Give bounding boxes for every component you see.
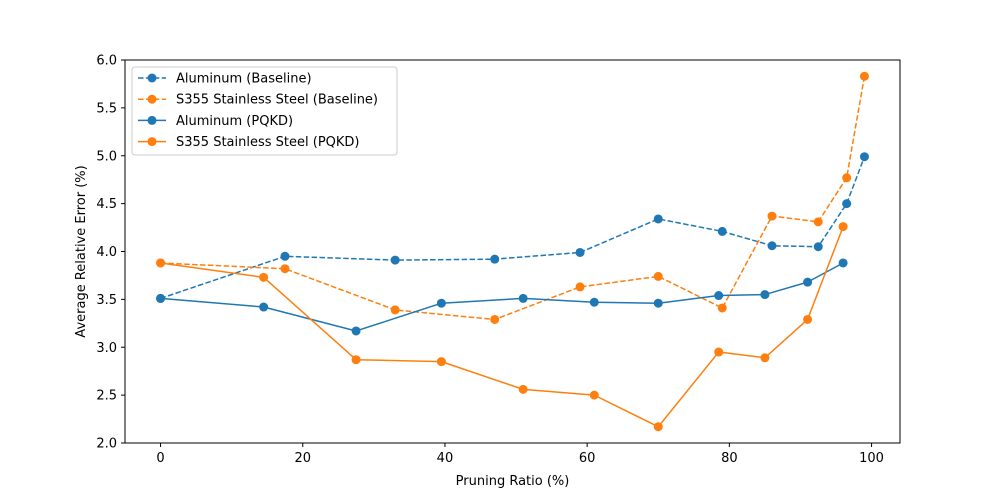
data-point [767, 211, 777, 221]
data-point [717, 226, 727, 236]
y-tick-label: 3.5 [96, 293, 117, 308]
x-tick-label: 0 [156, 451, 164, 466]
x-tick-label: 60 [579, 451, 596, 466]
x-tick-label: 40 [437, 451, 454, 466]
data-point [259, 272, 269, 282]
data-point [589, 297, 599, 307]
legend-marker [147, 115, 157, 125]
y-axis-label: Average Relative Error (%) [74, 165, 89, 337]
data-point [156, 293, 166, 303]
legend-marker [147, 73, 157, 83]
series-3 [156, 258, 848, 336]
data-point [813, 242, 823, 252]
data-point [351, 355, 361, 365]
legend-label: S355 Stainless Steel (PQKD) [176, 135, 360, 150]
data-point [714, 347, 724, 357]
series-4 [156, 222, 848, 432]
data-point [760, 290, 770, 300]
data-point [653, 298, 663, 308]
data-point [838, 258, 848, 268]
legend-marker [147, 137, 157, 147]
data-point [653, 422, 663, 432]
legend-label: Aluminum (PQKD) [176, 114, 293, 129]
data-point [575, 247, 585, 257]
x-tick-label: 20 [294, 451, 311, 466]
y-tick-label: 5.0 [96, 149, 117, 164]
data-point [575, 282, 585, 292]
data-point [760, 353, 770, 363]
data-point [859, 152, 869, 162]
y-tick-label: 4.5 [96, 197, 117, 212]
y-tick-label: 4.0 [96, 245, 117, 260]
x-tick-label: 80 [721, 451, 738, 466]
series-line [160, 156, 866, 300]
data-point [859, 71, 869, 81]
data-point [280, 251, 290, 261]
series-line [160, 76, 866, 321]
data-point [436, 298, 446, 308]
legend-box [131, 66, 398, 156]
legend-marker [147, 94, 157, 104]
y-tick-label: 6.0 [96, 54, 117, 69]
data-point [813, 217, 823, 227]
data-point [842, 173, 852, 183]
legend-label: S355 Stainless Steel (Baseline) [176, 93, 378, 108]
data-point [156, 258, 166, 268]
data-point [518, 384, 528, 394]
data-point [490, 254, 500, 264]
data-point [259, 302, 269, 312]
data-point [714, 291, 724, 301]
data-point [767, 241, 777, 251]
data-point [803, 314, 813, 324]
data-point [390, 255, 400, 265]
legend-item: S355 Stainless Steel (Baseline) [138, 93, 378, 108]
data-point [589, 390, 599, 400]
data-point [717, 303, 727, 313]
y-tick-label: 3.0 [96, 341, 117, 356]
data-point [518, 293, 528, 303]
data-point [436, 357, 446, 367]
data-point [280, 264, 290, 274]
y-tick-label: 2.5 [96, 389, 117, 404]
data-point [351, 326, 361, 336]
legend-item: Aluminum (Baseline) [138, 72, 312, 87]
data-point [390, 305, 400, 315]
series-1 [156, 152, 869, 303]
x-axis-label: Pruning Ratio (%) [456, 474, 570, 489]
legend-label: Aluminum (Baseline) [176, 72, 312, 87]
data-point [653, 214, 663, 224]
legend-item: S355 Stainless Steel (PQKD) [138, 135, 360, 150]
data-point [653, 271, 663, 281]
data-point [842, 199, 852, 209]
y-tick-label: 5.5 [96, 101, 117, 116]
data-point [838, 222, 848, 232]
axis-ticks: 0 20 40 60 80 100 2.0 2.5 3.0 3.5 4.0 4.5 5.0 5.5 6.0 [96, 54, 884, 467]
legend-item: Aluminum (PQKD) [138, 114, 293, 129]
data-point [803, 277, 813, 287]
legend: Aluminum (Baseline) S355 Stainless Steel … [131, 66, 398, 156]
series-layer [156, 71, 869, 432]
y-tick-label: 2.0 [96, 437, 117, 452]
data-point [490, 314, 500, 324]
x-tick-label: 100 [859, 451, 884, 466]
